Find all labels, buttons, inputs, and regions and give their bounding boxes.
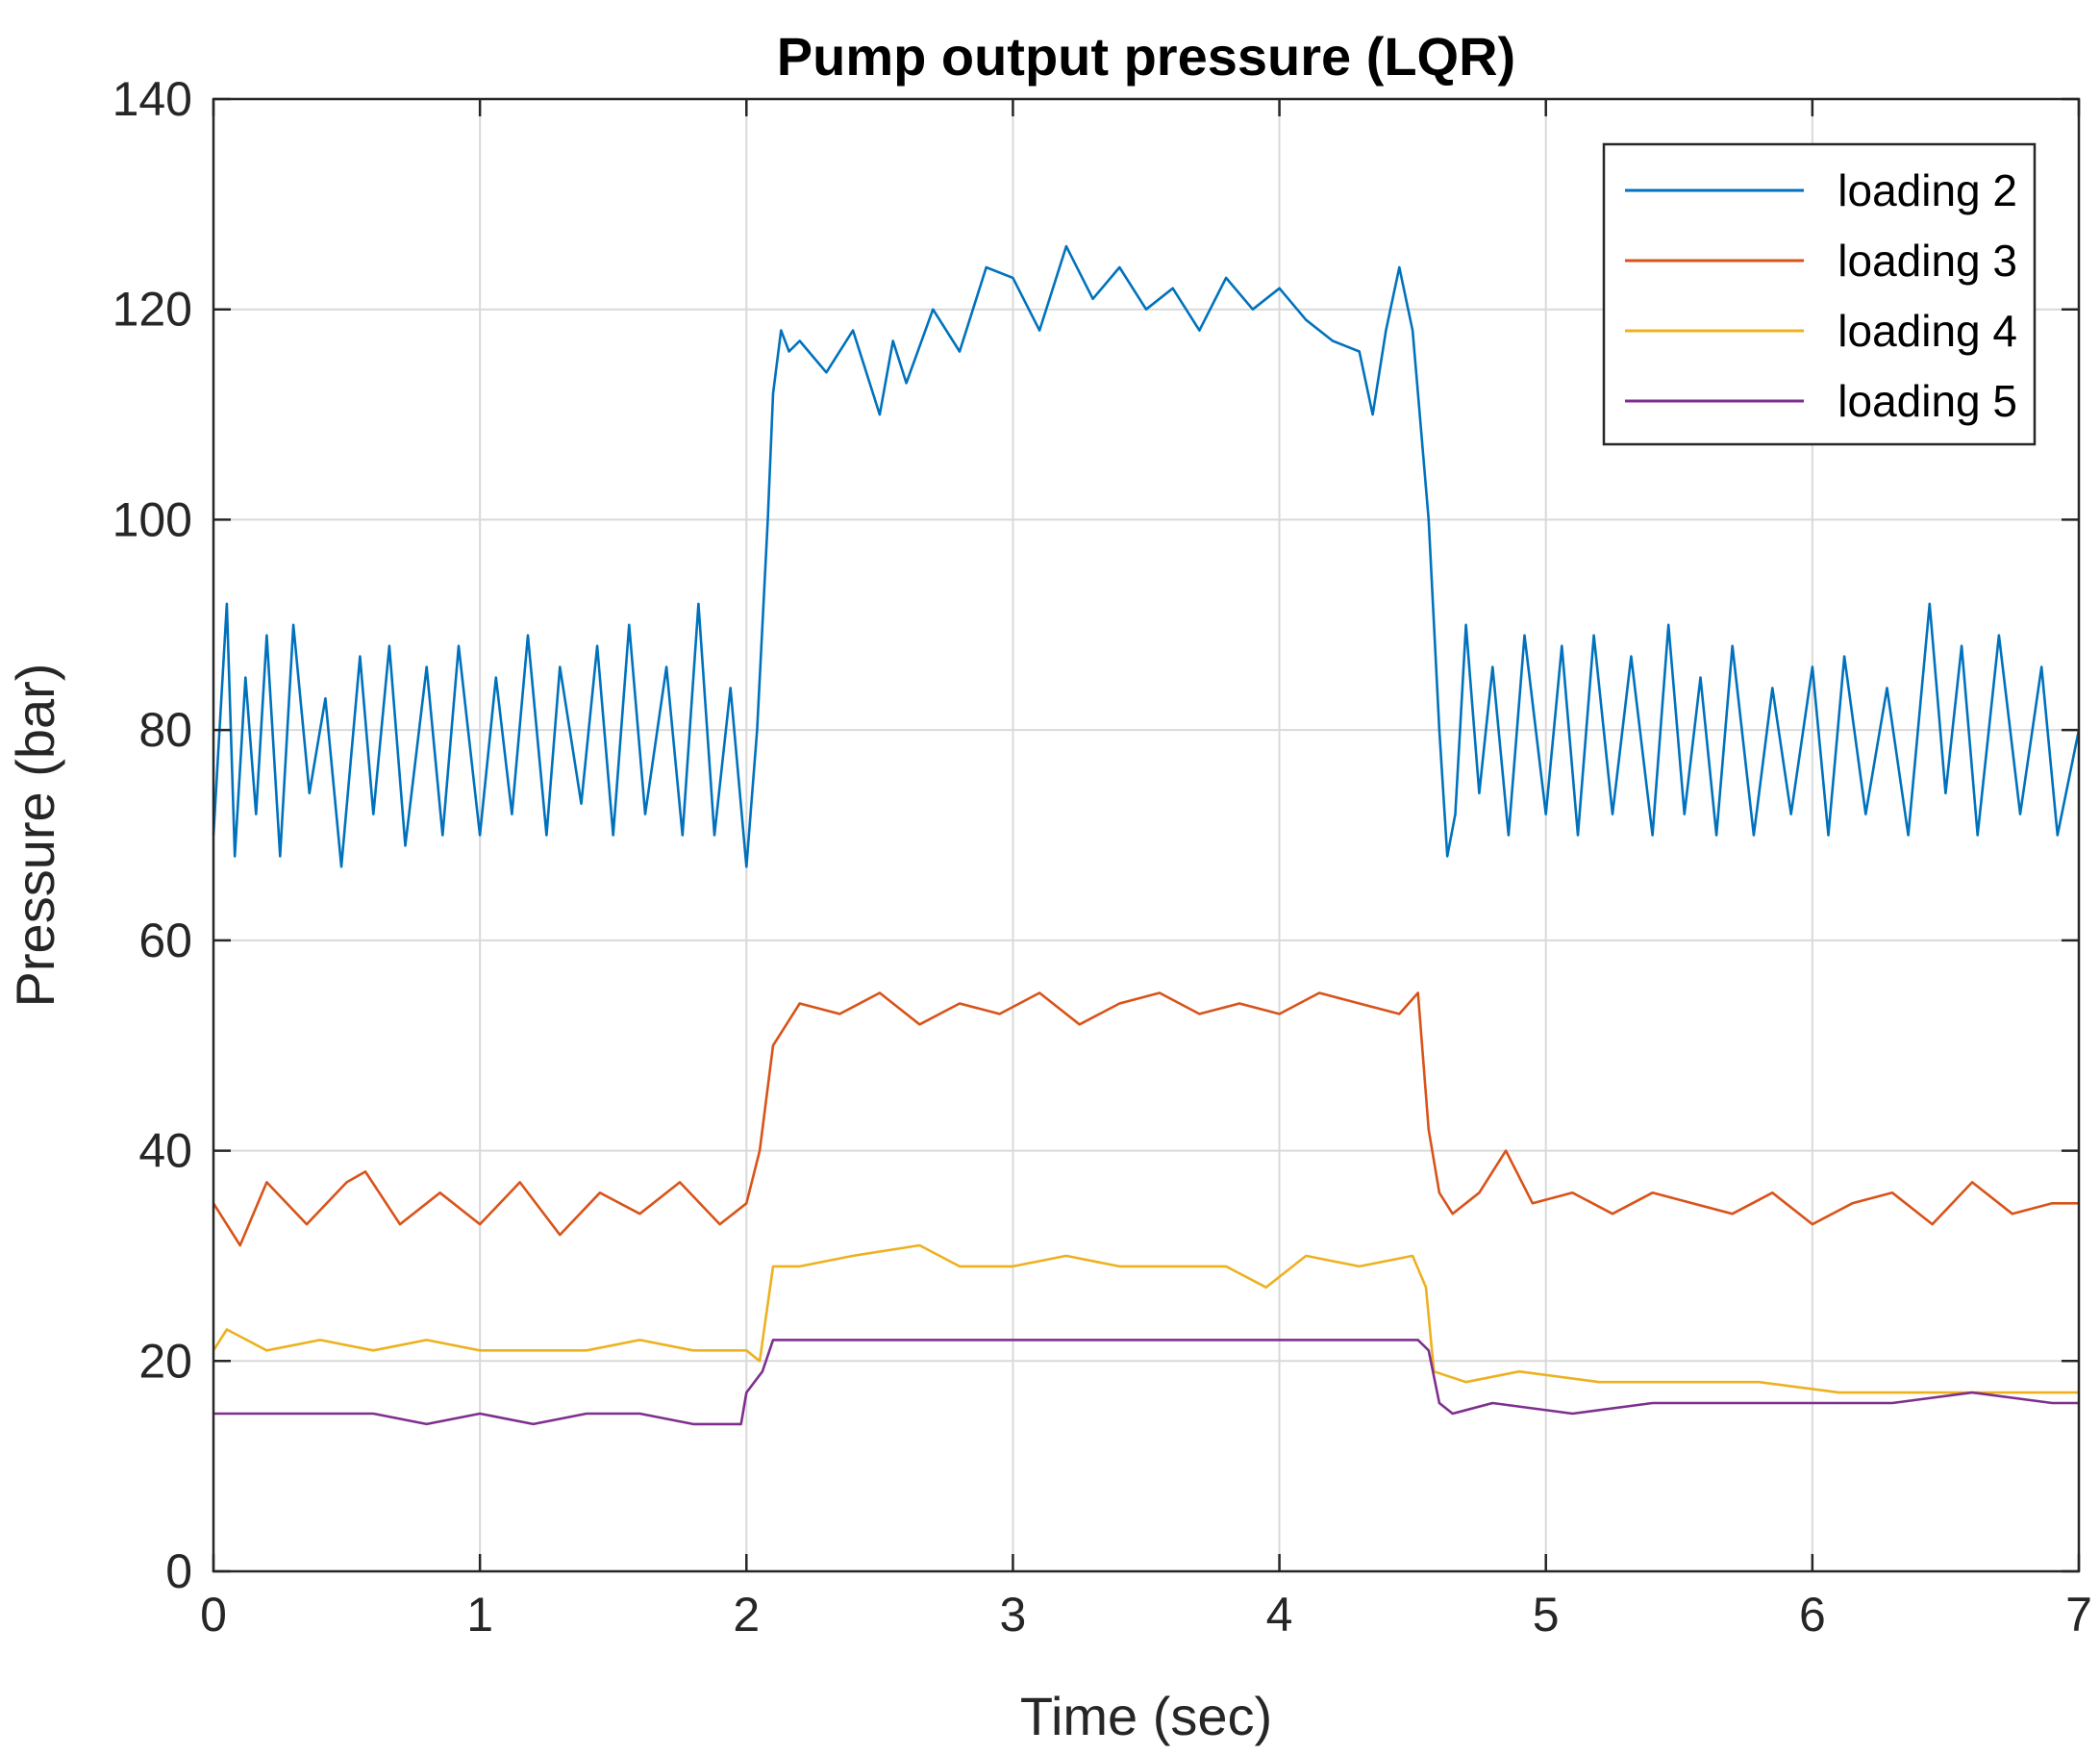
legend-label: loading 4 (1838, 306, 2017, 356)
x-tick-label: 1 (466, 1588, 493, 1642)
series-line-loading-4 (212, 1243, 2079, 1394)
x-axis-label: Time (sec) (1020, 1686, 1272, 1746)
y-tick-label: 0 (165, 1544, 192, 1598)
x-tick-label: 4 (1266, 1588, 1293, 1642)
legend-label: loading 2 (1838, 165, 2017, 215)
legend-label: loading 5 (1838, 376, 2017, 426)
y-tick-label: 40 (138, 1124, 192, 1178)
plot-frame (212, 97, 2081, 1573)
x-tick-label: 0 (200, 1588, 227, 1642)
y-tick-label: 100 (112, 492, 192, 546)
y-tick-label: 120 (112, 283, 192, 337)
series-line-loading-3 (212, 991, 2079, 1247)
legend-box (1602, 142, 2037, 446)
x-tick-label: 2 (733, 1588, 760, 1642)
series-line-loading-5 (213, 1339, 2079, 1426)
y-tick-label: 80 (138, 703, 192, 757)
series-layer (212, 244, 2081, 1426)
x-tick-label: 3 (1000, 1588, 1027, 1642)
legend: loading 2 loading 3 loading 4 loading 5 (1602, 142, 2037, 446)
legend-label: loading 3 (1838, 236, 2017, 286)
y-tick-label: 20 (138, 1334, 192, 1388)
y-tick-label: 60 (138, 914, 192, 967)
y-tick-label: 140 (112, 72, 192, 126)
chart-title: Pump output pressure (LQR) (777, 26, 1515, 87)
x-tick-label: 5 (1533, 1588, 1560, 1642)
y-axis-label: Pressure (bar) (5, 664, 65, 1008)
x-tick-label: 6 (1799, 1588, 1826, 1642)
x-tick-label: 7 (2065, 1588, 2092, 1642)
series-line-loading-2 (212, 244, 2081, 868)
tick-layer: 0 1 2 3 4 5 6 7 0 20 40 60 80 100 120 140 (112, 72, 2092, 1642)
